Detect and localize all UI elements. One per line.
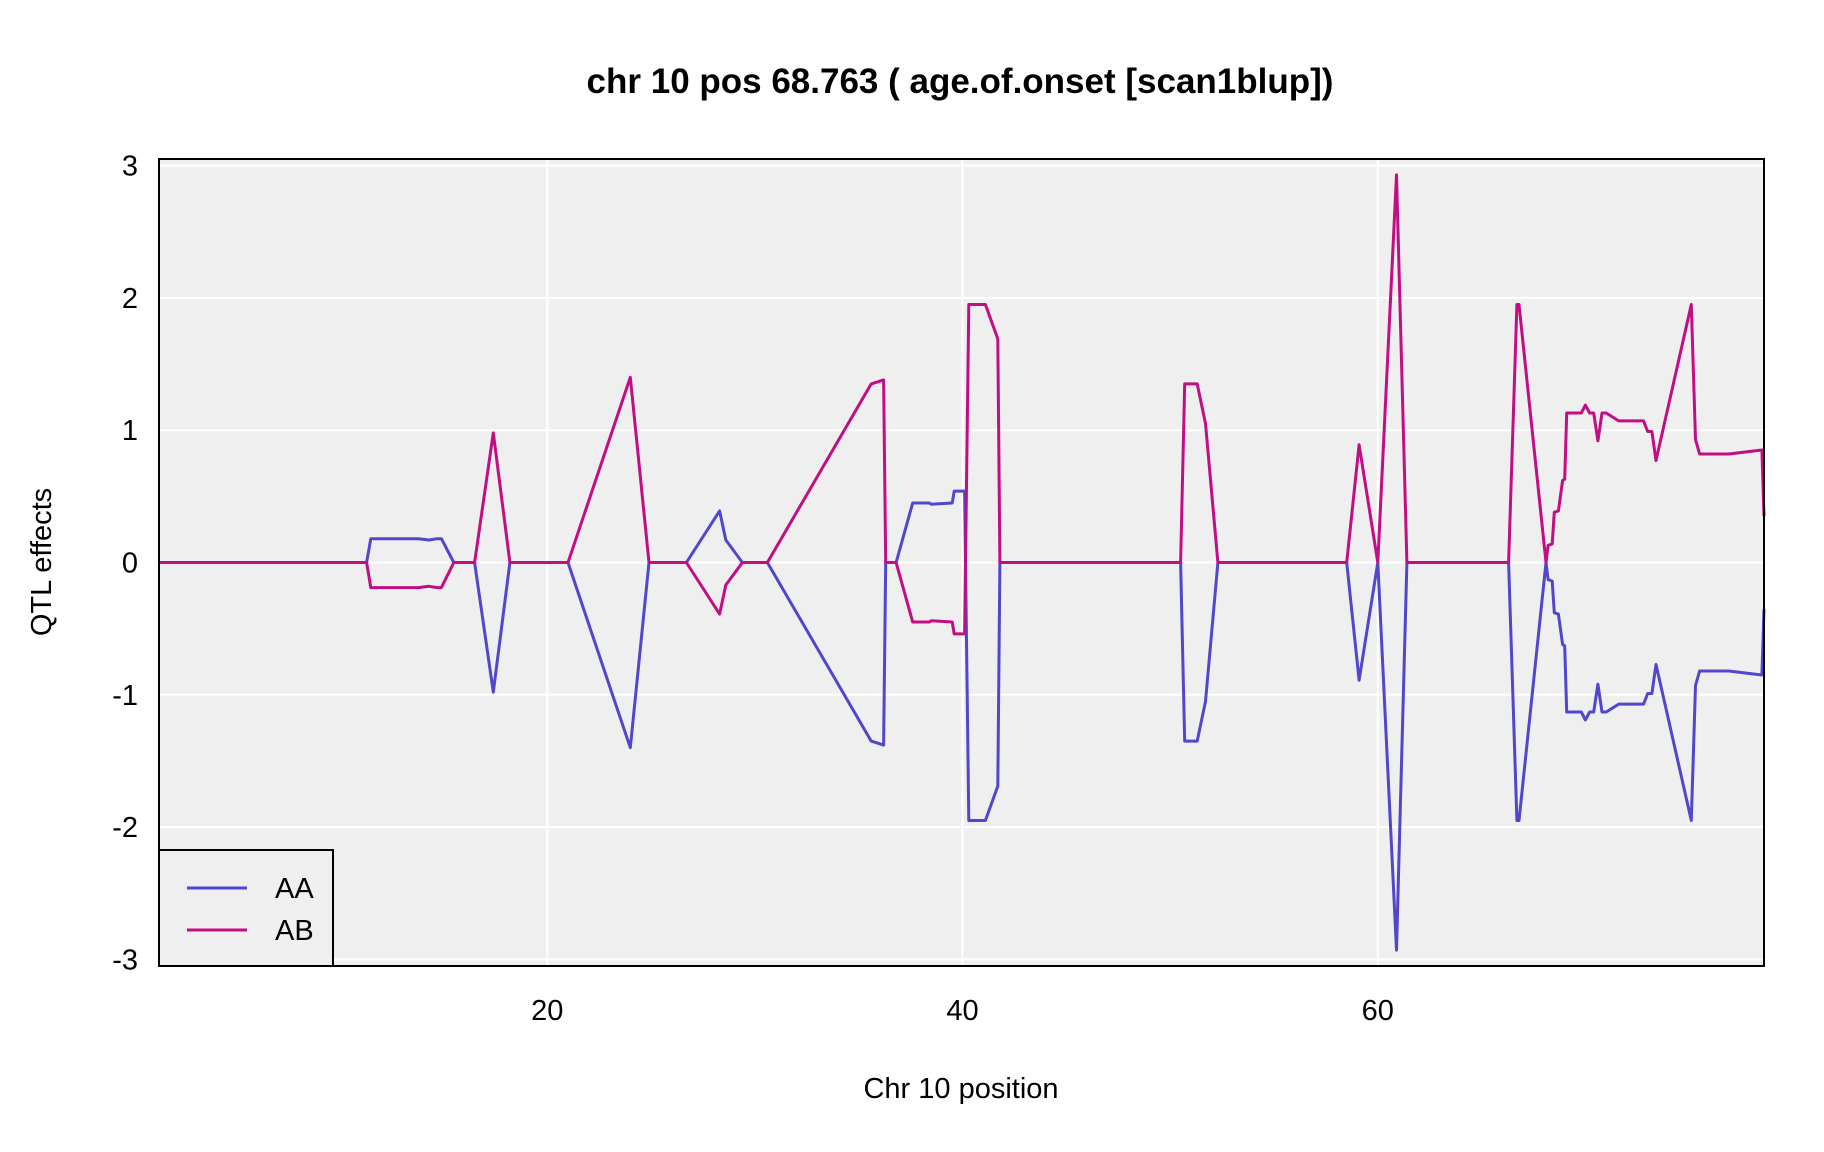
x-tick-label: 60 <box>1362 995 1394 1027</box>
series-line-ab <box>159 173 1766 636</box>
series-line-aa <box>159 489 1766 952</box>
x-tick-label: 20 <box>531 995 563 1027</box>
y-tick-label: 2 <box>122 283 138 315</box>
series-lines <box>159 173 1766 952</box>
plot-frame <box>158 158 1765 967</box>
x-tick-labels: 20 40 60 <box>531 995 1394 1027</box>
legend-label-aa: AA <box>275 873 314 905</box>
legend-box <box>158 849 334 967</box>
x-tick-label: 40 <box>946 995 978 1027</box>
y-tick-labels: -3 -2 -1 0 1 2 3 <box>112 151 138 977</box>
y-tick-label: 1 <box>122 415 138 447</box>
legend-label-ab: AB <box>275 915 314 947</box>
chart-title: chr 10 pos 68.763 ( age.of.onset [scan1b… <box>587 62 1334 101</box>
y-tick-label: -1 <box>112 680 138 712</box>
y-tick-label: 0 <box>122 548 138 580</box>
legend: AA AB <box>158 849 334 967</box>
y-tick-label: -2 <box>112 812 138 844</box>
y-axis-label: QTL effects <box>26 488 58 636</box>
x-axis-label: Chr 10 position <box>863 1073 1058 1105</box>
y-tick-label: -3 <box>112 944 138 976</box>
y-tick-label: 3 <box>122 151 138 183</box>
